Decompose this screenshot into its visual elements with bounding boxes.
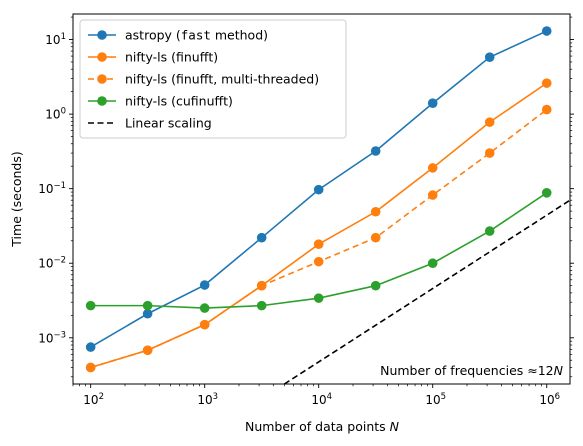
data-point (142, 300, 153, 311)
legend-label: nifty-ls (finufft) (125, 50, 218, 65)
data-point (370, 280, 381, 291)
data-point (199, 303, 210, 313)
legend-item: nifty-ls (cufinufft) (88, 94, 233, 109)
legend-item: nifty-ls (finufft) (88, 50, 218, 65)
data-point (313, 256, 324, 267)
legend-label: nifty-ls (cufinufft) (125, 94, 233, 109)
y-axis-label: Time (seconds) (9, 151, 24, 247)
y-tick-label: 10−2 (38, 256, 66, 271)
x-tick-label: 104 (311, 392, 332, 407)
data-point (484, 148, 495, 158)
data-point (313, 239, 324, 249)
data-point (541, 104, 552, 115)
data-point (541, 78, 552, 88)
legend-swatch-marker (97, 74, 107, 84)
y-tick-label: 10−3 (38, 330, 66, 345)
legend-swatch-marker (97, 96, 107, 106)
data-point (370, 206, 381, 217)
series-2 (85, 104, 552, 373)
legend-swatch-marker (97, 30, 107, 40)
data-point (427, 258, 438, 269)
data-point (85, 300, 96, 311)
data-point (199, 319, 210, 330)
legend-label: astropy (fast method) (125, 28, 268, 43)
x-axis-label: Number of data points N (245, 419, 400, 434)
chart-annotation: Number of frequencies ≈12N (380, 363, 564, 378)
data-point (313, 293, 324, 303)
legend-item: Linear scaling (88, 116, 212, 131)
series-0 (85, 26, 552, 352)
data-point (142, 308, 153, 319)
data-point (142, 345, 153, 356)
data-point (484, 117, 495, 127)
plot-area (85, 26, 570, 384)
legend-item: nifty-ls (finufft, multi-threaded) (88, 72, 319, 87)
legend-swatch-marker (97, 52, 107, 62)
axis-ticks: 102 103 104 105 106 10−3 10−2 10−1 100 101 (38, 16, 574, 407)
data-point (427, 163, 438, 173)
legend-box (79, 19, 347, 139)
data-point (541, 26, 552, 36)
data-point (85, 342, 96, 352)
y-tick-label: 101 (45, 32, 66, 47)
data-point (541, 188, 552, 198)
legend-label: Linear scaling (125, 116, 212, 131)
data-point (484, 52, 495, 62)
data-point (484, 226, 495, 236)
y-tick-label: 100 (45, 107, 66, 122)
data-point (256, 300, 267, 311)
data-point (256, 232, 267, 243)
y-tick-label: 10−1 (38, 181, 66, 196)
x-tick-label: 102 (83, 392, 104, 407)
legend-item: astropy (fast method) (88, 28, 268, 43)
data-point (256, 280, 267, 291)
legend-label: nifty-ls (finufft, multi-threaded) (125, 72, 319, 87)
x-tick-label: 106 (539, 392, 560, 407)
x-tick-label: 103 (197, 392, 218, 407)
data-point (427, 190, 438, 200)
x-tick-label: 105 (425, 392, 446, 407)
axes-frame (72, 13, 571, 385)
data-point (199, 280, 210, 290)
data-point (85, 362, 96, 373)
data-point (370, 146, 381, 156)
data-point (427, 98, 438, 108)
series-3 (85, 188, 552, 313)
legend: astropy (fast method) nifty-ls (finufft) n… (79, 19, 347, 139)
data-point (370, 232, 381, 243)
data-point (313, 184, 324, 195)
